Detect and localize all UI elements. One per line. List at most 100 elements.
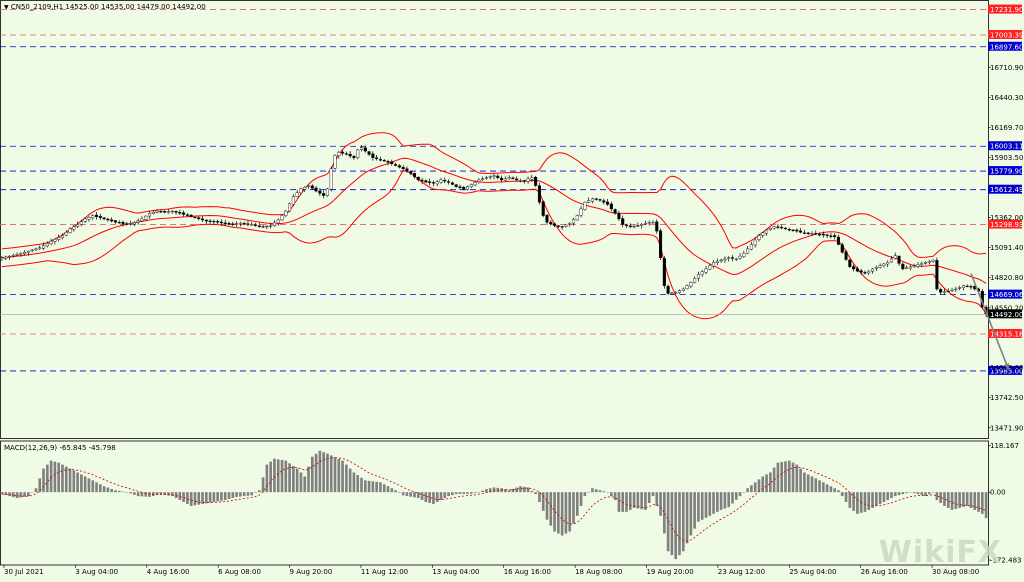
- candle-body: [0, 257, 4, 260]
- candle-body: [568, 223, 572, 225]
- candle-body: [878, 265, 882, 268]
- macd-bar: [504, 489, 507, 493]
- price-tick-label: 13471.90: [990, 424, 1023, 432]
- candle-body: [609, 203, 613, 210]
- candle-body: [768, 228, 772, 230]
- macd-bar: [538, 492, 541, 503]
- macd-bar: [15, 492, 19, 499]
- candle-body: [526, 178, 530, 182]
- macd-bar: [746, 488, 749, 493]
- candle-body: [556, 225, 560, 227]
- candle-body: [386, 161, 390, 163]
- candle-body: [200, 218, 205, 221]
- candle-body: [454, 184, 458, 187]
- macd-bar: [68, 468, 72, 493]
- candle-body: [310, 185, 314, 189]
- macd-bar: [803, 472, 806, 493]
- candle-body: [42, 245, 46, 249]
- bollinger-middle-line: [1, 157, 987, 284]
- candle-body: [333, 155, 337, 169]
- price-tick-label: 15091.40: [990, 244, 1023, 252]
- macd-bar: [515, 487, 519, 493]
- macd-bar: [170, 492, 174, 497]
- price-panel-frame: [0, 0, 989, 439]
- macd-panel-frame: [0, 440, 989, 566]
- macd-bar: [587, 492, 590, 493]
- macd-bar: [693, 492, 696, 529]
- candle-body: [659, 230, 663, 259]
- candle-body: [269, 225, 273, 227]
- candle-body: [579, 208, 583, 216]
- candle-body: [19, 253, 23, 255]
- macd-bar: [890, 492, 893, 499]
- level-tag: [988, 141, 1022, 151]
- macd-bar: [117, 490, 121, 493]
- candle-body: [617, 213, 621, 220]
- candle-body: [859, 270, 863, 273]
- macd-bar: [144, 492, 148, 497]
- candle-body: [723, 258, 727, 261]
- time-tick-label: 6 Aug 08:00: [218, 568, 261, 576]
- candle-body: [288, 203, 292, 212]
- candle-body: [443, 180, 447, 182]
- candle-body: [753, 239, 757, 246]
- candle-body: [216, 221, 220, 223]
- main-chart-header: ▼ CN50_2109,H1 14525.00 14535.00 14479.0…: [4, 3, 206, 11]
- macd-bar: [45, 464, 49, 493]
- macd-bar: [148, 492, 151, 497]
- macd-bar: [284, 460, 288, 493]
- candle-body: [60, 235, 64, 238]
- macd-bar: [765, 474, 768, 493]
- candle-body: [439, 179, 443, 183]
- level-tag-label: 16897.60: [990, 43, 1023, 51]
- candle-body: [821, 233, 825, 236]
- macd-bar: [174, 492, 178, 499]
- candle-body: [515, 178, 519, 181]
- macd-bar: [700, 492, 704, 520]
- candle-body: [916, 264, 920, 267]
- forecast-arrow-head: [1003, 363, 1010, 371]
- candle-body: [299, 188, 303, 194]
- candle-body: [791, 229, 795, 231]
- candle-body: [761, 232, 765, 236]
- macd-bar: [856, 492, 859, 514]
- macd-bar: [689, 492, 693, 536]
- candle-body: [166, 211, 170, 214]
- macd-bar: [621, 492, 625, 512]
- macd-bar: [265, 464, 269, 493]
- candle-body: [348, 153, 352, 157]
- ohlc-readout: 14525.00 14535.00 14479.00 14492.00: [65, 3, 206, 11]
- candle-body: [965, 285, 969, 287]
- level-tag: [988, 328, 1022, 338]
- candle-body: [174, 211, 178, 213]
- macd-bar: [390, 488, 394, 493]
- price-tick-label: 16710.90: [990, 64, 1023, 72]
- candle-body: [136, 220, 140, 223]
- candle-body: [522, 180, 526, 182]
- candle-body: [428, 181, 432, 183]
- candle-body: [662, 258, 666, 286]
- time-tick-label: 26 Aug 16:00: [861, 568, 908, 576]
- collapse-triangle-icon[interactable]: ▼: [4, 4, 9, 11]
- macd-bar: [102, 486, 106, 493]
- macd-bar: [769, 472, 772, 493]
- candle-body: [920, 263, 924, 266]
- candle-body: [583, 202, 587, 210]
- candle-body: [814, 233, 818, 235]
- macd-bar: [250, 492, 254, 496]
- candle-body: [102, 217, 106, 220]
- macd-bar: [977, 492, 980, 512]
- macd-bar: [432, 492, 435, 504]
- macd-bar: [958, 492, 961, 508]
- candle-body: [666, 285, 670, 294]
- candle-body: [178, 212, 182, 214]
- macd-bar: [326, 453, 329, 493]
- candle-body: [776, 226, 780, 228]
- macd-bar: [606, 492, 609, 493]
- candle-body: [462, 186, 466, 190]
- macd-bar: [114, 490, 117, 493]
- macd-bar: [314, 453, 318, 493]
- candle-body: [170, 210, 174, 213]
- macd-bar: [822, 482, 825, 493]
- macd-bar: [337, 458, 341, 493]
